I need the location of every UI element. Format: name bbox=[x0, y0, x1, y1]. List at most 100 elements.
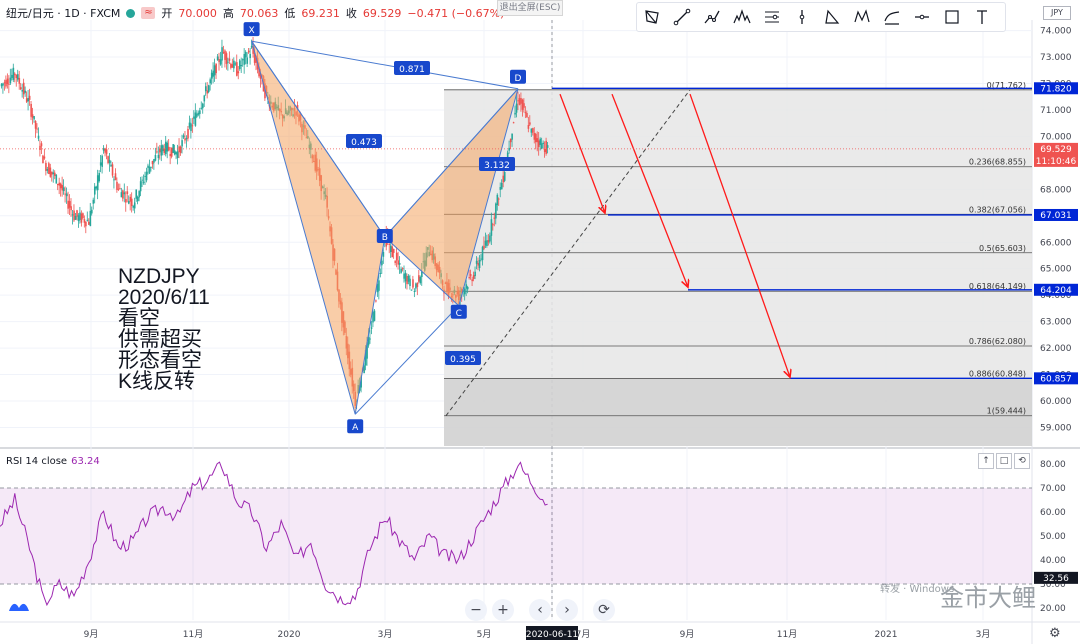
candle-body bbox=[176, 151, 179, 158]
candle-body bbox=[184, 138, 186, 141]
candle-body bbox=[98, 173, 101, 182]
brush-icon[interactable] bbox=[877, 3, 907, 31]
candle-body bbox=[104, 148, 106, 153]
candle-body bbox=[416, 282, 419, 287]
candle-body bbox=[496, 194, 499, 206]
candle-body bbox=[296, 105, 299, 110]
candle-body bbox=[400, 268, 402, 273]
text-icon[interactable] bbox=[967, 3, 997, 31]
exit-fullscreen-button[interactable]: 退出全屏(ESC) bbox=[497, 0, 563, 16]
candle-body bbox=[244, 51, 247, 58]
projection-arrow bbox=[559, 93, 605, 213]
candle-body bbox=[389, 245, 392, 253]
candle-body bbox=[395, 252, 398, 261]
pattern-ratio-label: 0.473 bbox=[351, 138, 377, 148]
candle-body bbox=[469, 274, 472, 277]
candle-body bbox=[93, 186, 96, 195]
candle-body bbox=[249, 53, 251, 59]
candle-body bbox=[22, 82, 25, 95]
pane-reset-button[interactable]: ⟲ bbox=[1014, 453, 1030, 469]
candle-body bbox=[415, 283, 417, 289]
candle-body bbox=[11, 74, 13, 78]
price-tick-label: 66.000 bbox=[1040, 238, 1072, 248]
pane-maximize-button[interactable]: □ bbox=[996, 453, 1012, 469]
analysis-annotation: NZDJPY 2020/6/11 看空 供需超买 形态看空 K线反转 bbox=[118, 266, 210, 392]
zoom-out-button[interactable]: − bbox=[465, 599, 487, 621]
candle-body bbox=[540, 143, 543, 149]
candle-body bbox=[82, 213, 84, 219]
candle-body bbox=[3, 82, 6, 84]
rsi-legend[interactable]: RSI 14 close 63.24 bbox=[6, 456, 100, 467]
fib-level-label: 0.5(65.603) bbox=[979, 244, 1026, 253]
candle-body bbox=[517, 100, 519, 102]
candle-body bbox=[42, 155, 44, 164]
candle-body bbox=[27, 97, 29, 102]
candle-body bbox=[83, 219, 86, 223]
candle-body bbox=[163, 148, 166, 153]
scroll-right-button[interactable]: › bbox=[556, 599, 578, 621]
polyline-icon[interactable] bbox=[847, 3, 877, 31]
time-tick-label: 5月 bbox=[477, 629, 492, 640]
trend-line-icon[interactable] bbox=[667, 3, 697, 31]
fib-level-label: 0.618(64.149) bbox=[969, 282, 1026, 291]
time-tick-label: 11月 bbox=[183, 629, 203, 640]
candle-body bbox=[136, 196, 139, 202]
pattern-bd-line bbox=[384, 88, 519, 238]
zoom-in-button[interactable]: + bbox=[492, 599, 514, 621]
candle-body bbox=[486, 240, 488, 246]
head-shoulders-icon[interactable] bbox=[727, 3, 757, 31]
candle-body bbox=[130, 198, 133, 206]
triangle-pattern-icon[interactable] bbox=[817, 3, 847, 31]
price-tick-label: 62.000 bbox=[1040, 344, 1072, 354]
candle-body bbox=[173, 150, 176, 155]
candle-body bbox=[225, 53, 228, 64]
candle-body bbox=[178, 146, 180, 152]
candle-body bbox=[471, 279, 473, 282]
candle-body bbox=[62, 187, 65, 191]
target-price-label: 67.031 bbox=[1040, 211, 1072, 221]
candle-body bbox=[150, 166, 152, 168]
rsi-value: 63.24 bbox=[71, 456, 100, 467]
candle-body bbox=[484, 240, 487, 246]
candle-body bbox=[34, 120, 37, 129]
tradingview-logo-icon[interactable] bbox=[8, 599, 30, 613]
candle-body bbox=[77, 215, 80, 222]
candle-body bbox=[490, 219, 493, 236]
candle-body bbox=[135, 189, 138, 199]
candle-body bbox=[48, 163, 50, 175]
candle-body bbox=[24, 90, 27, 93]
candle-body bbox=[193, 116, 195, 119]
rsi-tick-label: 40.00 bbox=[1040, 556, 1066, 566]
path-icon[interactable] bbox=[697, 3, 727, 31]
xabcd-pattern-icon[interactable] bbox=[637, 3, 667, 31]
candle-body bbox=[52, 172, 55, 175]
gear-icon[interactable]: ⚙ bbox=[1049, 626, 1061, 641]
candle-body bbox=[141, 179, 143, 181]
reset-chart-button[interactable]: ⟳ bbox=[593, 599, 615, 621]
rsi-tick-label: 60.00 bbox=[1040, 508, 1066, 518]
position-icon[interactable] bbox=[757, 3, 787, 31]
vertical-line-icon[interactable] bbox=[787, 3, 817, 31]
horizontal-line-icon[interactable] bbox=[907, 3, 937, 31]
candle-body bbox=[71, 214, 74, 216]
scroll-left-button[interactable]: ‹ bbox=[529, 599, 551, 621]
candle-body bbox=[527, 125, 530, 129]
candle-body bbox=[219, 59, 222, 65]
candle-body bbox=[207, 85, 210, 93]
wave-icon[interactable]: ≈ bbox=[141, 7, 156, 19]
candle-body bbox=[520, 98, 522, 104]
candle-body bbox=[147, 165, 149, 168]
candle-body bbox=[54, 172, 56, 176]
candle-body bbox=[179, 146, 182, 153]
rectangle-icon[interactable] bbox=[937, 3, 967, 31]
candle-body bbox=[250, 45, 253, 48]
candle-body bbox=[489, 235, 491, 242]
symbol-label[interactable]: 纽元/日元 · 1D · FXCM bbox=[6, 7, 121, 20]
candle-body bbox=[128, 201, 130, 204]
candle-body bbox=[529, 122, 531, 125]
pane-move-up-button[interactable]: ↑ bbox=[978, 453, 994, 469]
time-tick-label: 2021 bbox=[875, 630, 898, 640]
candle-body bbox=[210, 72, 213, 79]
currency-badge[interactable]: JPY bbox=[1043, 6, 1071, 20]
